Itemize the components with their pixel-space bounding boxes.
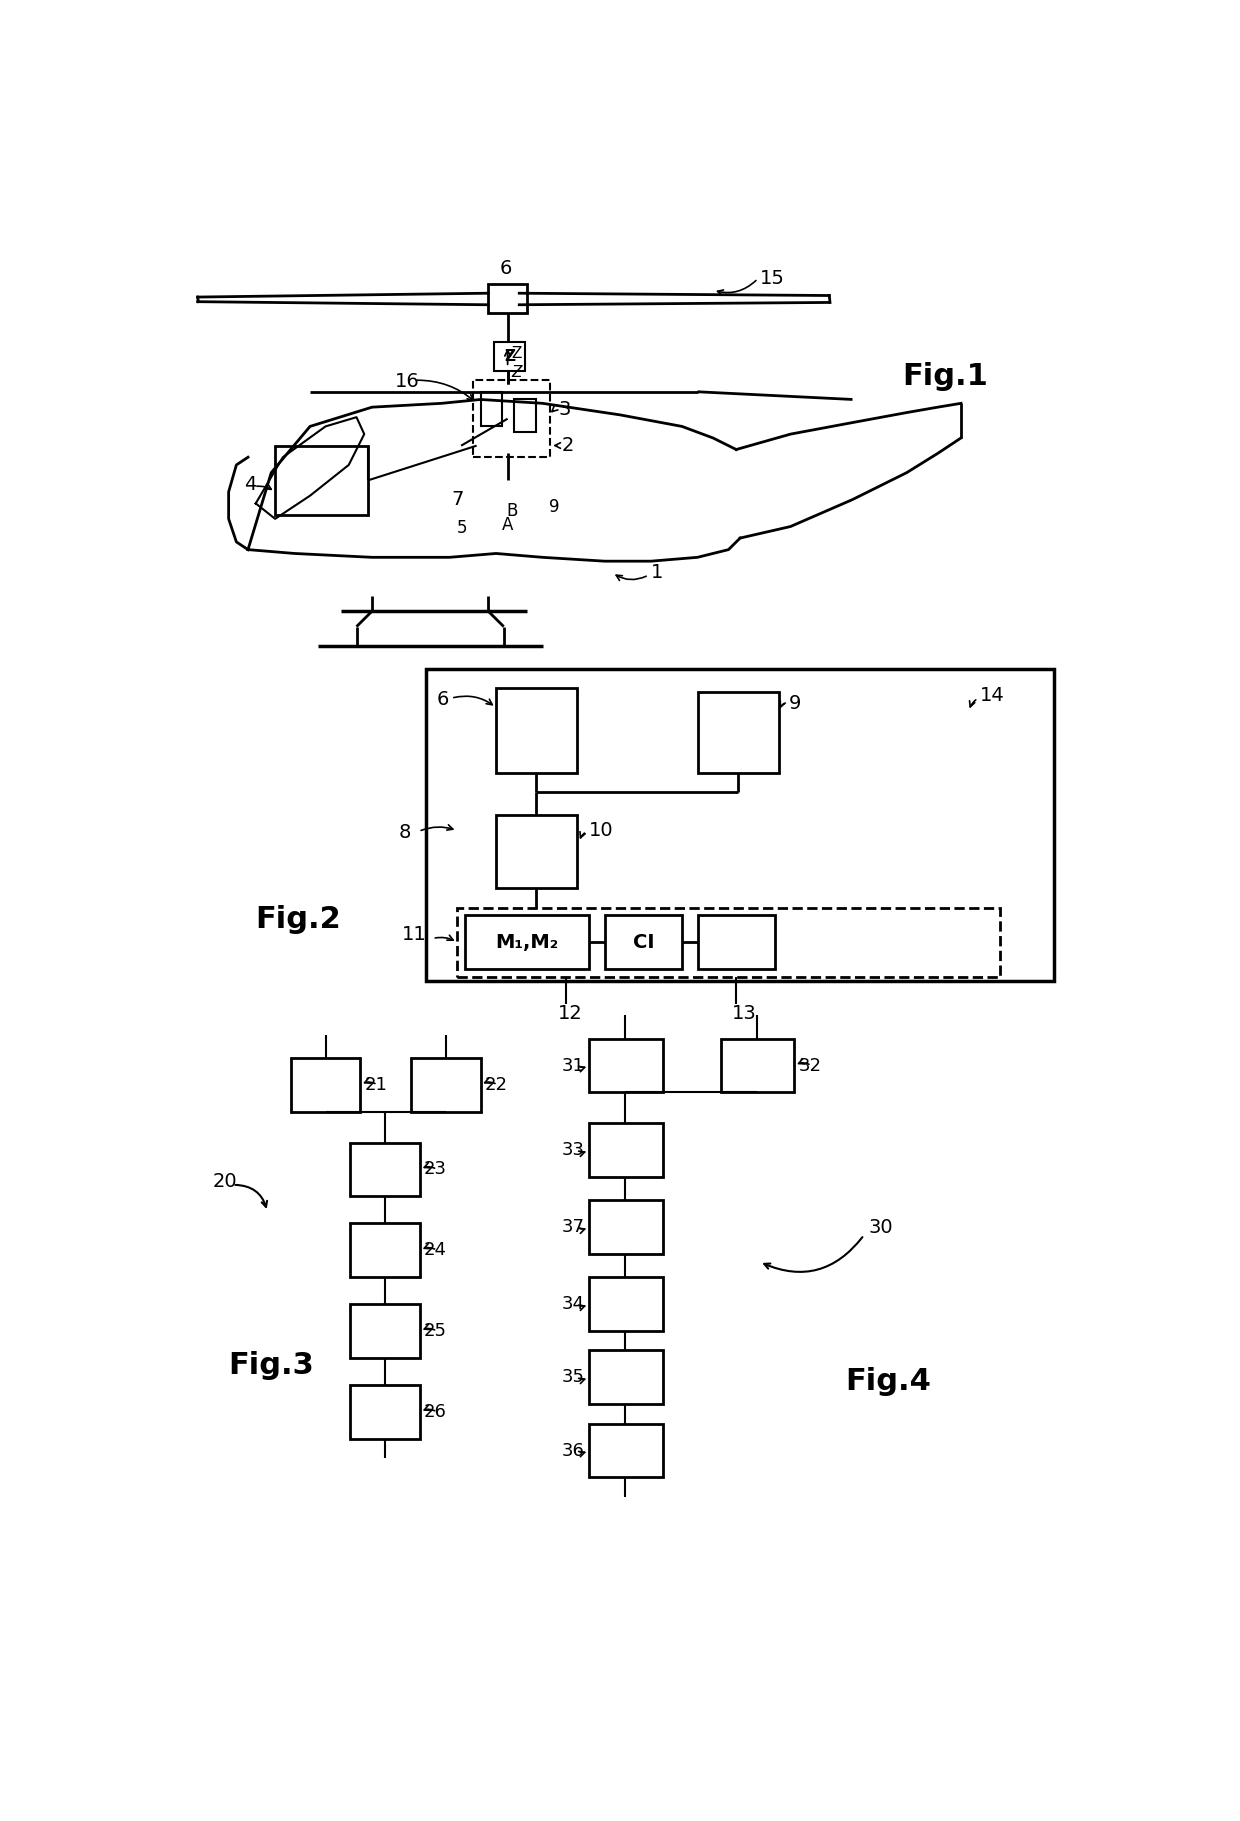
Text: 30: 30: [868, 1218, 893, 1236]
Text: 32: 32: [799, 1056, 821, 1074]
Text: A: A: [501, 515, 513, 534]
Text: Fig.1: Fig.1: [903, 362, 988, 392]
Bar: [589, 1424, 662, 1477]
Text: 23: 23: [424, 1160, 446, 1178]
Bar: [495, 342, 526, 371]
Bar: [351, 1142, 420, 1196]
Text: 4: 4: [244, 475, 257, 493]
Text: 16: 16: [396, 371, 420, 392]
Bar: [589, 1124, 662, 1176]
Bar: [427, 668, 1054, 982]
Text: 21: 21: [365, 1076, 387, 1094]
Bar: [290, 1058, 361, 1111]
Text: 8: 8: [399, 823, 412, 843]
Bar: [351, 1224, 420, 1277]
Bar: [496, 688, 578, 772]
Text: 6: 6: [436, 690, 449, 708]
Text: Fig.3: Fig.3: [228, 1351, 315, 1380]
Text: Z: Z: [505, 350, 516, 364]
Text: 9: 9: [549, 499, 559, 517]
Text: 24: 24: [424, 1242, 446, 1260]
Bar: [458, 907, 999, 978]
Text: 12: 12: [558, 1005, 583, 1023]
Bar: [496, 816, 578, 889]
Text: 10: 10: [589, 821, 614, 839]
Text: Z: Z: [511, 346, 522, 361]
Text: 22: 22: [485, 1076, 507, 1094]
Text: 7: 7: [451, 490, 464, 510]
Bar: [513, 399, 536, 432]
Bar: [351, 1304, 420, 1358]
Text: M₁,M₂: M₁,M₂: [495, 932, 559, 952]
Bar: [465, 916, 589, 969]
Text: 20: 20: [213, 1171, 238, 1191]
Bar: [351, 1386, 420, 1439]
Text: 31: 31: [562, 1056, 585, 1074]
Bar: [605, 916, 682, 969]
Text: 2: 2: [562, 437, 574, 455]
Text: Z: Z: [511, 364, 522, 381]
Text: 5: 5: [458, 519, 467, 537]
Text: 9: 9: [789, 694, 801, 714]
Text: 15: 15: [759, 270, 785, 288]
Text: 33: 33: [562, 1142, 585, 1160]
Text: 37: 37: [562, 1218, 585, 1236]
Text: 36: 36: [562, 1442, 585, 1459]
Text: B: B: [506, 503, 517, 521]
Bar: [275, 446, 368, 515]
Text: 13: 13: [733, 1005, 758, 1023]
Text: 6: 6: [500, 259, 512, 279]
Bar: [697, 692, 779, 772]
Text: 14: 14: [981, 687, 1006, 705]
Text: CI: CI: [632, 932, 653, 952]
Bar: [589, 1277, 662, 1331]
Text: 3: 3: [558, 401, 570, 419]
Bar: [410, 1058, 481, 1111]
Bar: [589, 1200, 662, 1255]
Text: 34: 34: [562, 1295, 585, 1313]
Text: Fig.4: Fig.4: [844, 1368, 931, 1395]
Text: 25: 25: [424, 1322, 446, 1340]
Bar: [697, 916, 775, 969]
Text: 26: 26: [424, 1402, 446, 1420]
Bar: [720, 1038, 795, 1093]
Bar: [589, 1038, 662, 1093]
Bar: [481, 392, 502, 426]
Text: Fig.2: Fig.2: [255, 905, 341, 934]
Text: 11: 11: [402, 925, 427, 943]
Text: 1: 1: [651, 563, 663, 583]
Bar: [489, 284, 527, 313]
Bar: [472, 381, 551, 457]
Bar: [589, 1351, 662, 1404]
Text: 35: 35: [562, 1368, 585, 1386]
Bar: [476, 384, 547, 453]
